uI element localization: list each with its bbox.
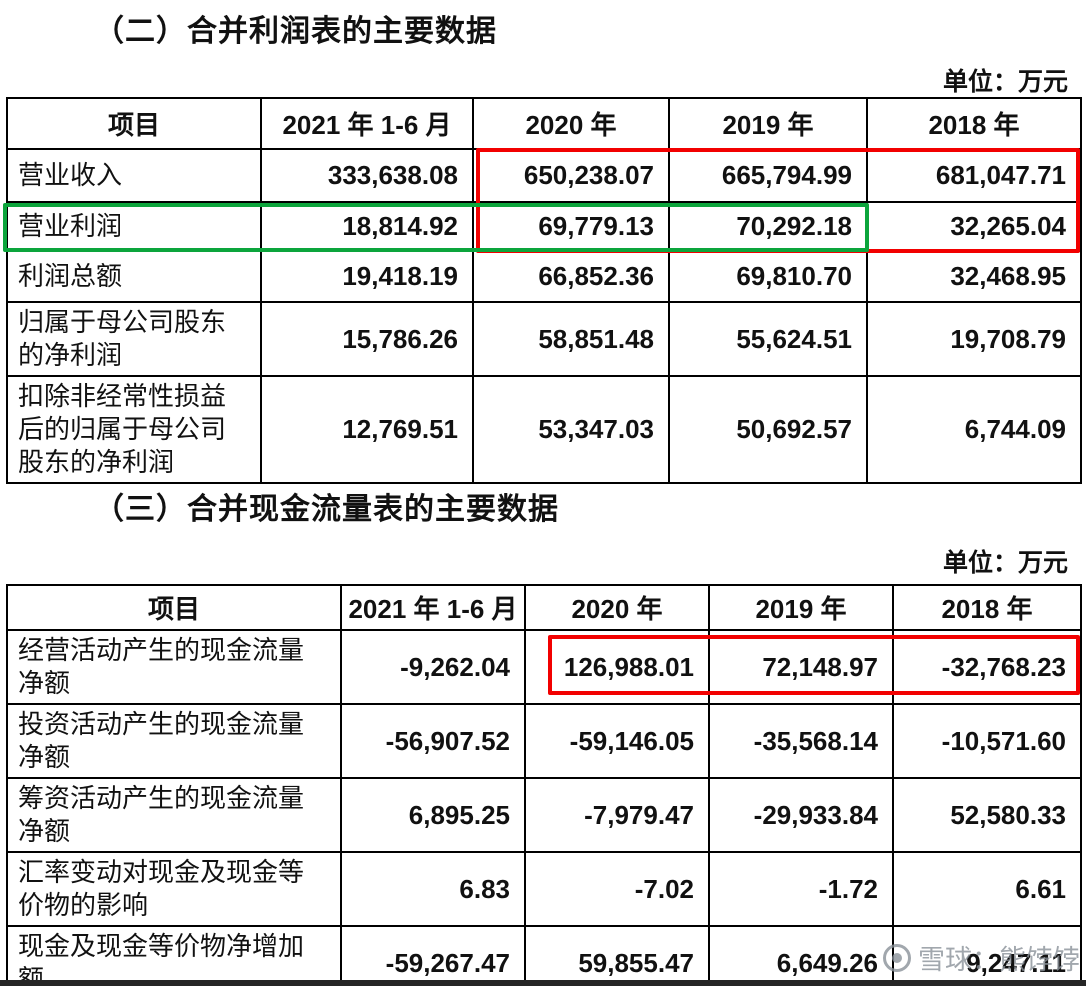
- row-label-cell: 营业利润: [6, 201, 262, 252]
- row-label-cell: 经营活动产生的现金流量净额: [6, 629, 342, 705]
- column-header: 项目: [6, 584, 342, 631]
- value-cell: -59,146.05: [524, 703, 710, 779]
- value-cell: -7,979.47: [524, 777, 710, 853]
- value-cell: 18,814.92: [260, 201, 474, 252]
- value-cell: 70,292.18: [668, 201, 868, 252]
- income-table-header-row: 项目 2021 年 1-6 月 2020 年 2019 年 2018 年: [6, 97, 1082, 150]
- column-header: 2020 年: [472, 97, 670, 150]
- income-statement-section-title: （二）合并利润表的主要数据: [94, 15, 497, 48]
- table-row: 投资活动产生的现金流量净额 -56,907.52 -59,146.05 -35,568…: [6, 703, 1082, 779]
- value-cell: 6,649.26: [708, 925, 894, 986]
- value-cell: 58,851.48: [472, 301, 670, 377]
- column-header: 2021 年 1-6 月: [260, 97, 474, 150]
- cash-flow-table: 项目 2021 年 1-6 月 2020 年 2019 年 2018 年 经营活动产生的…: [6, 584, 1082, 986]
- table-row: 扣除非经常性损益后的归属于母公司股东的净利润 12,769.51 53,347.03…: [6, 375, 1082, 484]
- column-header: 2020 年: [524, 584, 710, 631]
- value-cell: 650,238.07: [472, 148, 670, 203]
- value-cell: -35,568.14: [708, 703, 894, 779]
- table-row: 营业利润 18,814.92 69,779.13 70,292.18 32,265.04: [6, 201, 1082, 252]
- value-cell: 126,988.01: [524, 629, 710, 705]
- row-label-cell: 现金及现金等价物净增加额: [6, 925, 342, 986]
- value-cell: 69,779.13: [472, 201, 670, 252]
- value-cell: 72,148.97: [708, 629, 894, 705]
- table-row: 汇率变动对现金及现金等价物的影响 6.83 -7.02 -1.72 6.61: [6, 851, 1082, 927]
- value-cell: 19,418.19: [260, 250, 474, 303]
- column-header: 项目: [6, 97, 262, 150]
- table-row: 归属于母公司股东的净利润 15,786.26 58,851.48 55,624.51 1…: [6, 301, 1082, 377]
- value-cell: 19,708.79: [866, 301, 1082, 377]
- value-cell: 681,047.71: [866, 148, 1082, 203]
- row-label-cell: 汇率变动对现金及现金等价物的影响: [6, 851, 342, 927]
- value-cell: 6.83: [340, 851, 526, 927]
- value-cell: 12,769.51: [260, 375, 474, 484]
- value-cell: -1.72: [708, 851, 894, 927]
- value-cell: 665,794.99: [668, 148, 868, 203]
- cash-flow-section-title: （三）合并现金流量表的主要数据: [94, 493, 559, 526]
- cashflow-table-header-row: 项目 2021 年 1-6 月 2020 年 2019 年 2018 年: [6, 584, 1082, 631]
- table-row: 筹资活动产生的现金流量净额 6,895.25 -7,979.47 -29,933.84…: [6, 777, 1082, 853]
- table-row: 利润总额 19,418.19 66,852.36 69,810.70 32,468.95: [6, 250, 1082, 303]
- row-label-cell: 扣除非经常性损益后的归属于母公司股东的净利润: [6, 375, 262, 484]
- value-cell: 333,638.08: [260, 148, 474, 203]
- value-cell: -56,907.52: [340, 703, 526, 779]
- value-cell: 15,786.26: [260, 301, 474, 377]
- value-cell: -10,571.60: [892, 703, 1082, 779]
- cashflow-table-body: 经营活动产生的现金流量净额 -9,262.04 126,988.01 72,148.9…: [6, 629, 1082, 986]
- column-header: 2019 年: [708, 584, 894, 631]
- table-row: 现金及现金等价物净增加额 -59,267.47 59,855.47 6,649.26 9…: [6, 925, 1082, 986]
- value-cell: -9,262.04: [340, 629, 526, 705]
- income-statement-table: 项目 2021 年 1-6 月 2020 年 2019 年 2018 年 营业收入 333…: [6, 97, 1082, 484]
- value-cell: 52,580.33: [892, 777, 1082, 853]
- row-label-cell: 投资活动产生的现金流量净额: [6, 703, 342, 779]
- row-label-cell: 筹资活动产生的现金流量净额: [6, 777, 342, 853]
- income-table-body: 营业收入 333,638.08 650,238.07 665,794.99 681,04…: [6, 148, 1082, 484]
- value-cell: -29,933.84: [708, 777, 894, 853]
- row-label-cell: 利润总额: [6, 250, 262, 303]
- value-cell: 66,852.36: [472, 250, 670, 303]
- unit-label-income: 单位：万元: [942, 68, 1068, 96]
- value-cell: 53,347.03: [472, 375, 670, 484]
- value-cell: -32,768.23: [892, 629, 1082, 705]
- row-label-cell: 营业收入: [6, 148, 262, 203]
- value-cell: 32,468.95: [866, 250, 1082, 303]
- column-header: 2019 年: [668, 97, 868, 150]
- column-header: 2018 年: [866, 97, 1082, 150]
- page-bottom-edge: [0, 980, 1086, 986]
- value-cell: -7.02: [524, 851, 710, 927]
- value-cell: 55,624.51: [668, 301, 868, 377]
- table-row: 经营活动产生的现金流量净额 -9,262.04 126,988.01 72,148.9…: [6, 629, 1082, 705]
- unit-label-cashflow: 单位：万元: [942, 549, 1068, 577]
- xueqiu-watermark: 雪球：熊饽饽: [883, 938, 1080, 977]
- value-cell: 59,855.47: [524, 925, 710, 986]
- value-cell: 6.61: [892, 851, 1082, 927]
- column-header: 2018 年: [892, 584, 1082, 631]
- value-cell: 50,692.57: [668, 375, 868, 484]
- value-cell: 69,810.70: [668, 250, 868, 303]
- table-row: 营业收入 333,638.08 650,238.07 665,794.99 681,04…: [6, 148, 1082, 203]
- value-cell: 32,265.04: [866, 201, 1082, 252]
- xueqiu-logo-icon: [883, 943, 911, 972]
- value-cell: 6,895.25: [340, 777, 526, 853]
- watermark-text: 雪球：熊饽饽: [918, 945, 1080, 975]
- column-header: 2021 年 1-6 月: [340, 584, 526, 631]
- value-cell: 6,744.09: [866, 375, 1082, 484]
- value-cell: -59,267.47: [340, 925, 526, 986]
- row-label-cell: 归属于母公司股东的净利润: [6, 301, 262, 377]
